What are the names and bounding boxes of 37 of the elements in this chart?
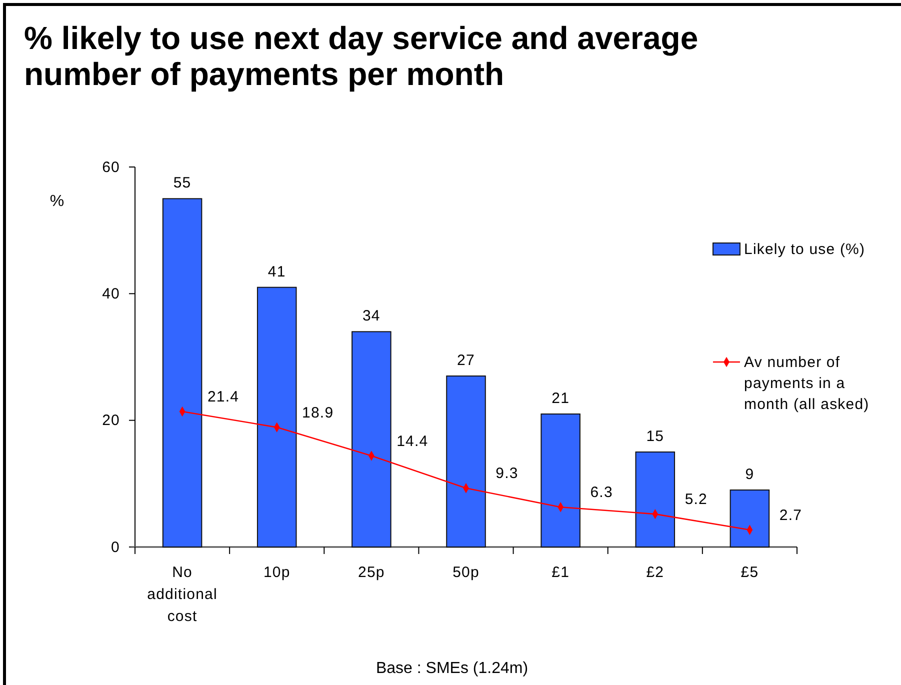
x-tick-label: £2 <box>646 564 664 581</box>
bar <box>540 414 580 548</box>
y-axis-title: % <box>50 193 64 210</box>
data-label: 34 <box>362 308 380 325</box>
bar <box>256 286 297 548</box>
bar <box>162 198 202 548</box>
y-tick-label: 0 <box>111 538 120 556</box>
data-label: 21 <box>552 390 570 407</box>
data-label: 6.3 <box>590 484 613 502</box>
data-label: 27 <box>457 352 475 369</box>
y-tick-label: 60 <box>102 158 120 176</box>
data-label: 18.9 <box>302 404 334 422</box>
data-label: 9.3 <box>496 465 518 482</box>
data-label: 14.4 <box>396 432 428 450</box>
data-label: 21.4 <box>207 388 240 406</box>
x-tick-label: 25p <box>358 564 385 581</box>
y-tick-label: 20 <box>102 412 120 430</box>
data-label: 41 <box>268 263 286 280</box>
data-label: 15 <box>646 428 664 445</box>
data-label: 2.7 <box>779 506 802 524</box>
x-tick-label: 50p <box>452 564 480 581</box>
y-tick-label: 40 <box>102 285 120 302</box>
bar <box>352 331 392 548</box>
text: Base : SMEs (1.24m) <box>376 660 528 677</box>
data-label: 5.2 <box>684 491 708 508</box>
x-tick-label: 10p <box>263 564 290 581</box>
x-tick-label: No additional cost <box>147 564 218 625</box>
bar <box>730 490 770 548</box>
legend-label: Av number of payments in a month (all asked) <box>744 354 870 413</box>
bar <box>635 452 676 548</box>
data-label: 9 <box>745 466 754 483</box>
data-label: 55 <box>173 174 192 192</box>
x-tick-label: £1 <box>552 564 570 581</box>
x-tick-label: £5 <box>740 564 759 581</box>
legend-label: Likely to use (%) <box>744 241 866 258</box>
chart-title: % likely to use next day service and average number of payments per month <box>24 20 698 92</box>
bar <box>446 376 486 548</box>
